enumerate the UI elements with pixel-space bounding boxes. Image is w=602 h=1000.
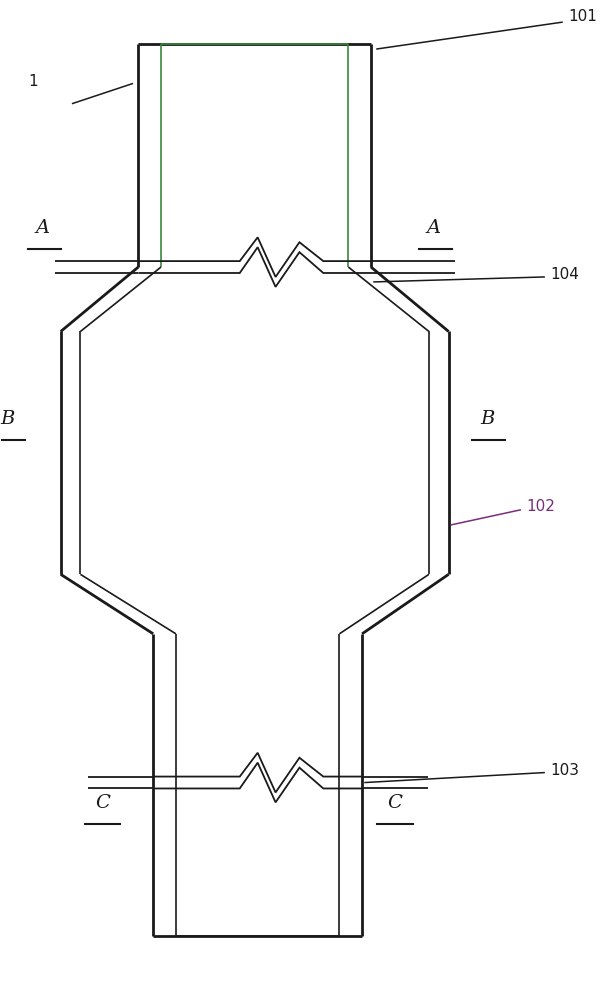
Text: B: B	[480, 410, 495, 428]
Text: 101: 101	[568, 9, 597, 24]
Text: 102: 102	[526, 499, 555, 514]
Text: 1: 1	[28, 74, 37, 89]
Text: 103: 103	[550, 763, 579, 778]
Text: C: C	[388, 794, 402, 812]
Text: A: A	[427, 219, 441, 237]
Text: 104: 104	[550, 267, 579, 282]
Text: C: C	[95, 794, 110, 812]
Text: A: A	[36, 219, 50, 237]
Text: B: B	[0, 410, 14, 428]
